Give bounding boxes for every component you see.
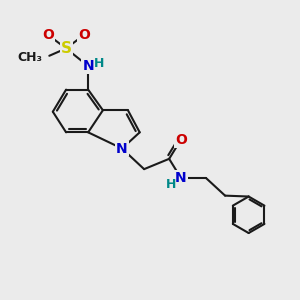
Text: S: S [61,41,72,56]
Text: H: H [165,178,176,191]
Text: O: O [78,28,90,42]
Text: CH₃: CH₃ [17,51,43,64]
Text: O: O [175,133,187,147]
Text: N: N [82,59,94,73]
Text: O: O [43,28,54,42]
Text: N: N [175,171,187,185]
Text: N: N [116,142,128,155]
Text: H: H [94,57,104,70]
